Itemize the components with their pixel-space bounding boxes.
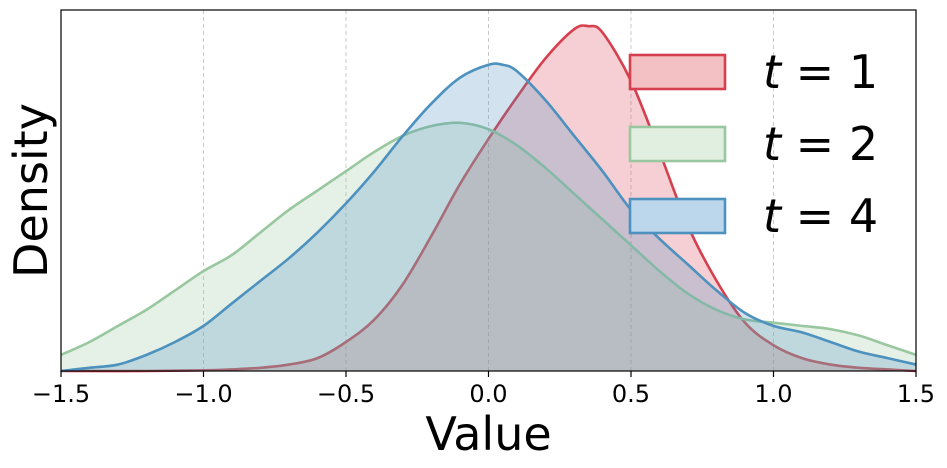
y-axis-label: Density bbox=[4, 103, 58, 278]
legend-var: t bbox=[763, 45, 783, 99]
x-tick-label: 1.5 bbox=[897, 380, 935, 408]
legend-eq: = 2 bbox=[781, 117, 878, 171]
density-line-series-2 bbox=[60, 121, 917, 357]
density-area-series-1 bbox=[61, 25, 916, 372]
legend-label-series-2: t = 2 bbox=[763, 117, 878, 171]
legend-swatch-series-1 bbox=[628, 53, 727, 91]
legend-swatch-series-2 bbox=[628, 125, 727, 163]
legend-label-series-1: t = 1 bbox=[763, 45, 878, 99]
x-tick-label: 0.5 bbox=[612, 380, 650, 408]
x-tick-label: 1.0 bbox=[754, 380, 792, 408]
x-tick-label: 0.0 bbox=[469, 380, 507, 408]
x-tick-label: −0.5 bbox=[317, 380, 375, 408]
x-axis-label: Value bbox=[425, 407, 551, 461]
density-area-series-2 bbox=[61, 122, 916, 371]
density-area-series-3 bbox=[61, 63, 916, 371]
x-axis-ticks: −1.5 −1.0 −0.5 0.0 0.5 1.0 1.5 bbox=[32, 371, 935, 408]
legend-var: t bbox=[763, 117, 783, 171]
x-tick-label: −1.0 bbox=[174, 380, 232, 408]
legend: t = 1t = 2t = 4 bbox=[628, 45, 878, 243]
x-tick-label: −1.5 bbox=[32, 380, 90, 408]
legend-label-series-3: t = 4 bbox=[763, 189, 878, 243]
legend-eq: = 1 bbox=[781, 45, 878, 99]
density-line-series-1 bbox=[60, 24, 917, 373]
density-line-series-3 bbox=[60, 62, 917, 373]
legend-eq: = 4 bbox=[781, 189, 878, 243]
series-areas bbox=[60, 24, 917, 373]
legend-var: t bbox=[763, 189, 783, 243]
legend-swatch-series-3 bbox=[628, 197, 727, 235]
